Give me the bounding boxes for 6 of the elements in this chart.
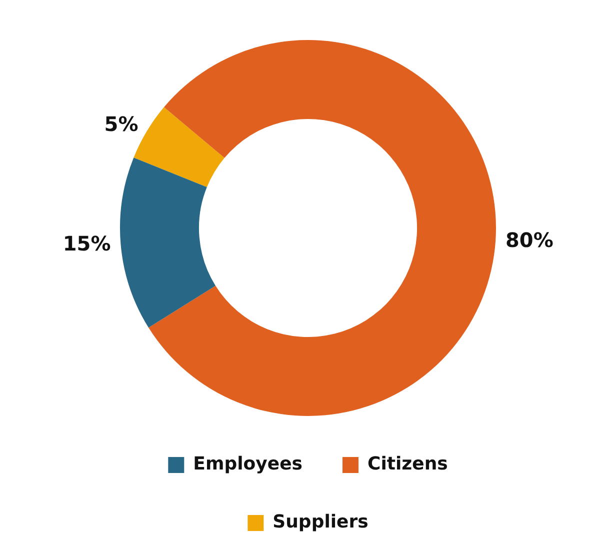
legend-label: Citizens bbox=[367, 454, 448, 475]
data-label: 5% bbox=[104, 112, 138, 136]
data-label: 15% bbox=[62, 231, 111, 256]
legend-label: Suppliers bbox=[272, 512, 368, 533]
legend-label: Employees bbox=[193, 454, 302, 475]
data-label: 80% bbox=[506, 228, 554, 252]
